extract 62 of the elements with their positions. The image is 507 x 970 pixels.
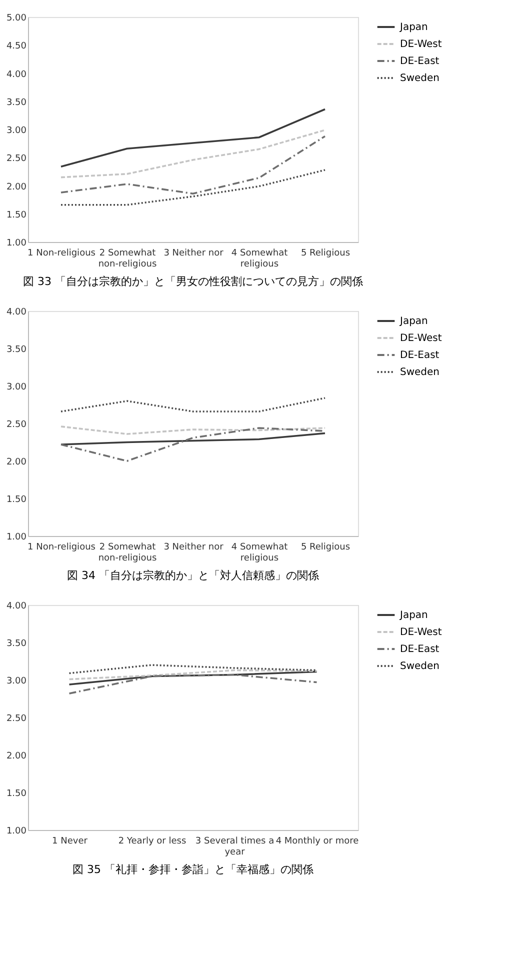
legend-label: Japan	[399, 316, 428, 327]
y-tick-label: 2.50	[6, 714, 27, 724]
legend-label: DE-East	[400, 56, 440, 67]
legend-label: Sweden	[400, 367, 440, 378]
text: 図 33 「自分は宗教的か」と「男女の性役割についての見方」の関係	[23, 275, 363, 288]
text: 図 35 「礼拝・参拝・参詣」と「幸福感」の関係	[72, 863, 314, 876]
y-tick-label: 1.00	[6, 532, 27, 542]
line-series	[60, 135, 326, 195]
x-tick-label: 1 Non-religious	[28, 248, 96, 258]
x-tick-label: 3 Neither nor	[164, 542, 224, 552]
y-tick-label: 2.50	[6, 420, 27, 430]
line-series	[60, 169, 326, 206]
line-series	[68, 669, 318, 680]
legend-label: DE-West	[400, 333, 442, 344]
legend-label: Sweden	[400, 661, 440, 672]
y-tick-label: 5.00	[6, 14, 27, 24]
x-tick-label: 2 Somewhat non-religious	[98, 248, 157, 270]
y-tick-label: 4.00	[6, 308, 27, 318]
y-tick-label: 3.50	[6, 98, 27, 108]
y-tick-label: 2.50	[6, 154, 27, 164]
y-tick-label: 3.00	[6, 126, 27, 136]
y-tick-label: 4.50	[6, 42, 27, 52]
x-tick-label: 3 Several times a year	[195, 836, 274, 858]
legend-label: DE-West	[400, 39, 442, 50]
x-tick-label: 2 Yearly or less	[118, 836, 186, 846]
x-tick-label: 4 Somewhat religious	[231, 542, 288, 564]
y-tick-label: 1.00	[6, 826, 27, 836]
legend-label: DE-East	[400, 350, 440, 361]
legend-label: DE-East	[400, 644, 440, 655]
x-tick-label: 2 Somewhat non-religious	[98, 542, 157, 564]
y-tick-label: 3.50	[6, 639, 27, 649]
x-tick-label: 4 Somewhat religious	[231, 248, 288, 270]
y-tick-label: 4.00	[6, 70, 27, 80]
line-series	[60, 432, 326, 446]
y-tick-label: 2.00	[6, 182, 27, 192]
y-tick-label: 3.00	[6, 676, 27, 686]
y-tick-label: 1.00	[6, 238, 27, 248]
x-tick-label: 5 Religious	[300, 248, 350, 258]
y-tick-label: 1.50	[6, 210, 27, 220]
y-tick-label: 2.00	[6, 458, 27, 468]
x-tick-label: 1 Non-religious	[28, 542, 96, 552]
legend-label: DE-West	[400, 627, 442, 638]
legend-label: Japan	[399, 610, 428, 621]
y-tick-label: 3.00	[6, 382, 27, 392]
line-series	[68, 674, 318, 694]
x-tick-label: 5 Religious	[300, 542, 350, 552]
y-tick-label: 1.50	[6, 495, 27, 505]
y-tick-label: 1.50	[6, 789, 27, 799]
text: 図 34 「自分は宗教的か」と「対人信頼感」の関係	[67, 569, 319, 582]
x-tick-label: 1 Never	[52, 836, 88, 846]
y-tick-label: 4.00	[6, 602, 27, 612]
legend-label: Japan	[399, 22, 428, 33]
line-series	[68, 664, 318, 674]
legend-label: Sweden	[400, 73, 440, 84]
y-tick-label: 2.00	[6, 752, 27, 762]
line-series	[60, 426, 326, 435]
y-tick-label: 3.50	[6, 345, 27, 355]
x-tick-label: 4 Monthly or more	[276, 836, 360, 846]
line-series	[68, 670, 318, 686]
x-tick-label: 3 Neither nor	[164, 248, 224, 258]
line-series	[60, 108, 326, 168]
line-series	[60, 129, 326, 178]
